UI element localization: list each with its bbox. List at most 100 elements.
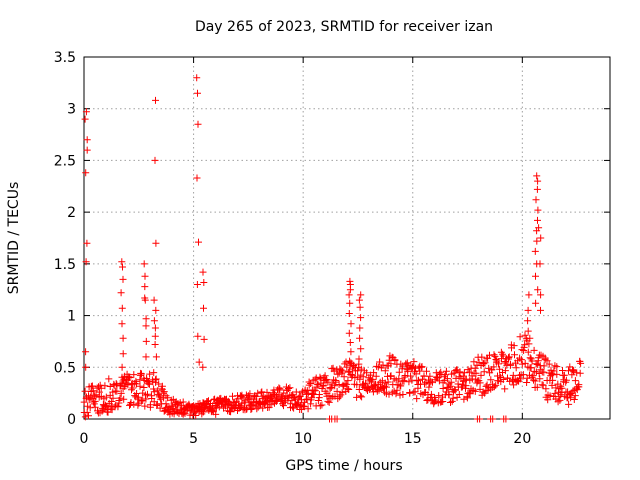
- data-point: [292, 388, 300, 396]
- data-point: [314, 397, 322, 404]
- data-point: [200, 335, 208, 343]
- data-point: [387, 372, 395, 380]
- data-point: [529, 372, 537, 380]
- data-point: [477, 371, 485, 379]
- data-point: [118, 363, 126, 371]
- data-point: [480, 360, 488, 368]
- data-point: [402, 360, 410, 368]
- data-point: [441, 371, 449, 379]
- data-point: [532, 196, 540, 204]
- data-point: [532, 299, 540, 307]
- data-point: [456, 368, 464, 376]
- data-point: [472, 369, 480, 377]
- data-point: [80, 398, 88, 406]
- data-point: [195, 238, 202, 246]
- data-point: [405, 378, 413, 386]
- data-point: [152, 239, 160, 247]
- data-point: [128, 386, 135, 394]
- y-tick-label: 0.5: [54, 360, 76, 376]
- data-point: [81, 387, 89, 395]
- data-point: [120, 395, 128, 403]
- data-point: [311, 376, 319, 384]
- data-point: [567, 394, 575, 402]
- data-point: [395, 368, 403, 376]
- data-point: [141, 283, 149, 291]
- data-point: [369, 375, 377, 383]
- data-point: [397, 382, 405, 390]
- data-point: [383, 383, 390, 391]
- y-tick-label: 1.5: [54, 257, 76, 273]
- data-point: [502, 415, 510, 423]
- data-point: [406, 389, 414, 397]
- data-point: [387, 360, 395, 368]
- data-point: [399, 391, 407, 398]
- data-point: [569, 387, 577, 395]
- data-point: [305, 378, 313, 386]
- x-tick-label: 15: [404, 431, 422, 447]
- data-point: [118, 258, 126, 266]
- data-point: [534, 286, 542, 294]
- data-point: [338, 389, 346, 397]
- data-point: [151, 332, 159, 340]
- data-point: [532, 272, 539, 280]
- data-point: [562, 376, 570, 384]
- data-point: [88, 382, 96, 390]
- data-point: [431, 397, 439, 405]
- data-point: [343, 380, 351, 388]
- data-point: [570, 396, 578, 403]
- data-point: [200, 304, 207, 312]
- data-point: [537, 234, 545, 242]
- data-point: [490, 363, 498, 371]
- data-point: [345, 310, 353, 317]
- data-point: [357, 314, 365, 322]
- data-point: [97, 384, 105, 392]
- data-point: [478, 353, 486, 361]
- x-tick-label: 20: [513, 431, 531, 447]
- data-point: [303, 395, 311, 403]
- data-point: [462, 375, 470, 383]
- data-point: [285, 385, 292, 392]
- data-point: [357, 365, 365, 373]
- data-point: [485, 364, 493, 372]
- data-point: [513, 376, 521, 384]
- data-point: [416, 367, 424, 375]
- x-tick-label: 0: [80, 431, 89, 447]
- data-point: [193, 281, 201, 288]
- data-point: [534, 357, 542, 365]
- data-point: [85, 412, 92, 420]
- data-point: [510, 342, 518, 350]
- data-point: [381, 367, 389, 375]
- data-point: [369, 388, 377, 396]
- data-point: [379, 361, 387, 369]
- data-point: [101, 382, 109, 390]
- data-point: [435, 392, 443, 400]
- data-point: [113, 387, 121, 395]
- data-point: [491, 352, 499, 360]
- data-point: [195, 358, 203, 366]
- data-point: [357, 291, 365, 299]
- data-point: [179, 398, 187, 406]
- data-point: [125, 373, 133, 381]
- data-point: [509, 371, 517, 379]
- data-point: [308, 386, 316, 394]
- data-point: [214, 400, 221, 407]
- data-point: [448, 397, 456, 405]
- data-point: [530, 346, 538, 354]
- data-point: [388, 389, 396, 397]
- data-point: [471, 364, 479, 372]
- data-point: [136, 371, 144, 379]
- data-point: [436, 370, 444, 378]
- data-point: [427, 390, 435, 398]
- data-point: [119, 275, 127, 283]
- data-point: [130, 400, 138, 408]
- x-tick-label: 10: [294, 431, 312, 447]
- data-point: [516, 333, 524, 341]
- data-point: [354, 367, 362, 375]
- data-point: [212, 404, 220, 412]
- data-point: [575, 381, 583, 389]
- data-point: [545, 360, 553, 368]
- data-point: [401, 373, 409, 381]
- data-point: [501, 367, 509, 375]
- data-point: [237, 393, 245, 400]
- data-point: [466, 390, 474, 398]
